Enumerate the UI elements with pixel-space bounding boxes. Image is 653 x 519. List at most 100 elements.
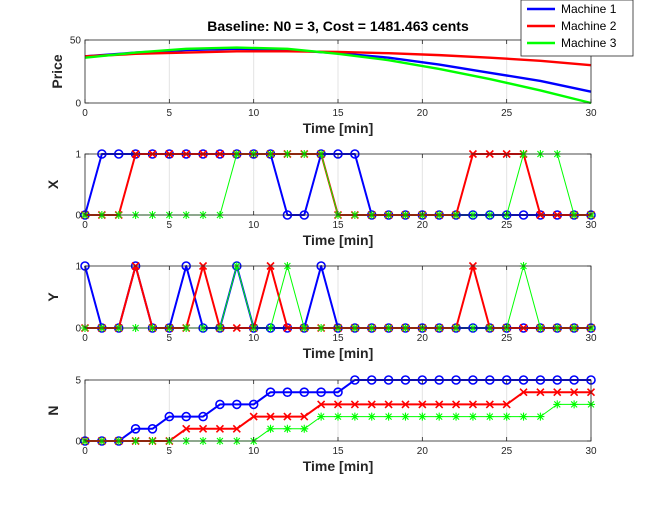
data-point <box>536 412 545 421</box>
x-tick-label: 10 <box>248 108 260 119</box>
y-tick-label: 0 <box>75 99 81 110</box>
x-tick-label: 25 <box>501 446 513 457</box>
x-tick-label: 20 <box>417 220 429 231</box>
x-axis-label: Time [min] <box>303 120 374 136</box>
data-point <box>435 400 444 409</box>
x-tick-label: 30 <box>585 108 597 119</box>
subplot-2: 0 5 10 15 20 25 30 0 1 Time [min] X <box>45 149 597 248</box>
x-tick-label: 15 <box>332 446 344 457</box>
x-tick-label: 0 <box>82 446 88 457</box>
data-point <box>367 400 376 409</box>
data-point <box>265 387 276 398</box>
x-tick-label: 0 <box>82 108 88 119</box>
y-tick-label: 5 <box>75 376 81 387</box>
data-point <box>316 387 326 398</box>
data-point <box>147 423 158 434</box>
data-point <box>502 400 511 409</box>
data-point <box>452 412 461 421</box>
data-point <box>452 400 461 409</box>
data-point <box>435 412 444 421</box>
data-point <box>283 424 292 433</box>
y-axis-label: X <box>45 179 61 189</box>
legend-label: Machine 3 <box>561 36 617 50</box>
x-tick-label: 10 <box>248 446 260 457</box>
x-tick-label: 30 <box>585 446 597 457</box>
data-point <box>502 412 511 421</box>
y-axis-label: Price <box>49 54 65 88</box>
x-tick-label: 5 <box>167 333 173 344</box>
x-tick-label: 15 <box>332 108 344 119</box>
data-point <box>181 411 191 422</box>
x-tick-label: 0 <box>82 333 88 344</box>
y-tick-label: 0 <box>75 437 81 448</box>
data-point <box>215 399 225 410</box>
data-point <box>299 387 310 398</box>
series-line <box>84 50 592 67</box>
y-tick-label: 1 <box>75 262 81 273</box>
y-tick-label: 1 <box>75 150 81 161</box>
data-point <box>182 424 191 433</box>
legend-label: Machine 2 <box>561 19 617 33</box>
x-tick-label: 15 <box>332 333 344 344</box>
data-point <box>249 412 258 421</box>
legend-item: Machine 3 <box>527 36 617 50</box>
data-point <box>199 424 208 433</box>
data-point <box>468 400 477 409</box>
x-tick-label: 25 <box>501 108 513 119</box>
data-point <box>384 412 393 421</box>
y-axis-label: N <box>45 405 61 415</box>
data-point <box>164 411 175 422</box>
y-tick-label: 0 <box>75 324 81 335</box>
data-point <box>282 387 293 398</box>
data-point <box>350 400 359 409</box>
subplot-3: 0 5 10 15 20 25 30 0 1 Time [min] Y <box>45 261 597 361</box>
data-point <box>570 388 579 397</box>
data-point <box>232 424 241 433</box>
data-point <box>198 411 208 422</box>
x-tick-label: 20 <box>417 446 429 457</box>
x-tick-label: 30 <box>585 333 597 344</box>
data-point <box>266 424 275 433</box>
x-tick-label: 5 <box>167 220 173 231</box>
x-tick-label: 5 <box>167 446 173 457</box>
data-point <box>367 412 376 421</box>
data-point <box>300 412 309 421</box>
data-point <box>317 412 326 421</box>
x-tick-label: 30 <box>585 220 597 231</box>
subplot-1: 0 5 10 15 20 25 30 0 50 Time [min] Price Baseline: … <box>49 18 597 136</box>
series-machine-2 <box>84 50 592 67</box>
data-point <box>468 412 477 421</box>
y-tick-label: 50 <box>70 36 82 47</box>
x-tick-label: 20 <box>417 108 429 119</box>
chart-title: Baseline: N0 = 3, Cost = 1481.463 cents <box>207 18 469 34</box>
data-point <box>553 388 562 397</box>
x-axis-label: Time [min] <box>303 345 374 361</box>
series-machine-3 <box>84 46 592 105</box>
data-point <box>334 412 342 421</box>
data-point <box>333 387 343 398</box>
x-axis-label: Time [min] <box>303 458 374 474</box>
x-tick-label: 25 <box>501 220 513 231</box>
data-point <box>519 388 528 397</box>
legend: Machine 1 Machine 2 Machine 3 <box>520 0 634 57</box>
legend-item: Machine 1 <box>527 2 617 16</box>
x-tick-label: 20 <box>417 333 429 344</box>
data-point <box>536 388 545 397</box>
x-axis-label: Time [min] <box>303 232 374 248</box>
y-tick-label: 0 <box>75 211 81 222</box>
y-axis-label: Y <box>45 292 61 302</box>
x-tick-label: 0 <box>82 220 88 231</box>
data-point <box>401 412 410 421</box>
data-point <box>418 400 427 409</box>
x-tick-label: 25 <box>501 333 513 344</box>
data-point <box>418 412 427 421</box>
data-point <box>266 412 275 421</box>
legend-label: Machine 1 <box>561 2 617 16</box>
data-point <box>317 400 326 409</box>
data-point <box>519 412 528 421</box>
legend-item: Machine 2 <box>527 19 617 33</box>
data-point <box>570 400 579 409</box>
data-point <box>485 400 494 409</box>
data-point <box>130 423 141 434</box>
